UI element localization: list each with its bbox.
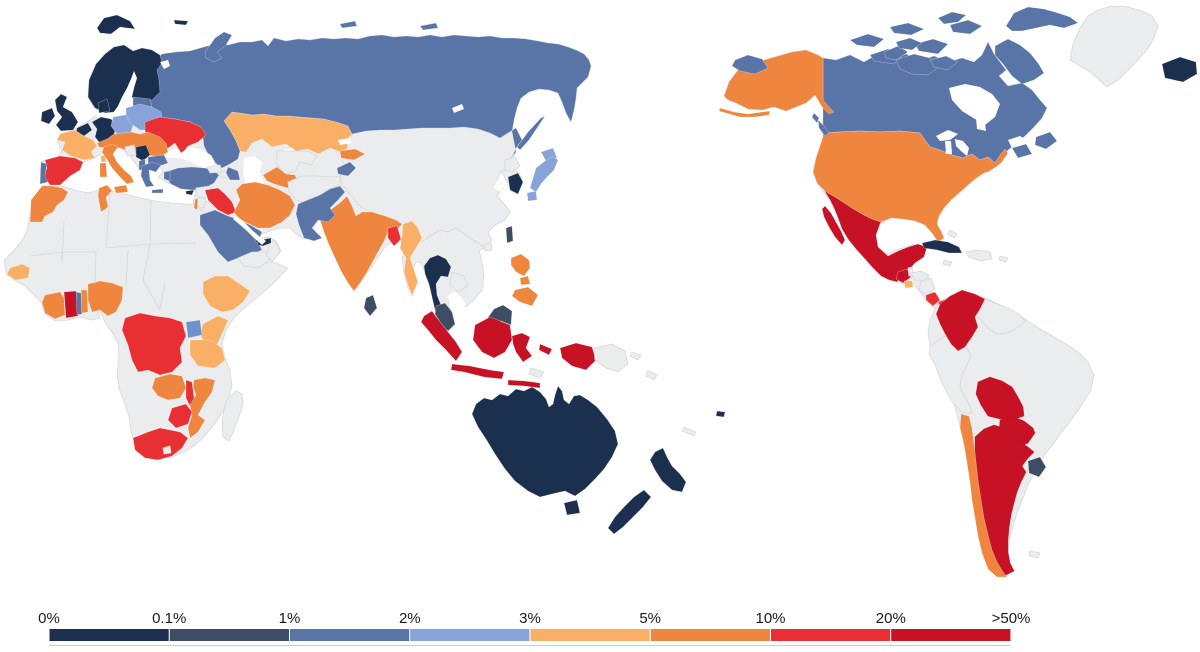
svg-text:20%: 20% bbox=[876, 610, 906, 627]
svg-text:0.1%: 0.1% bbox=[152, 610, 186, 627]
svg-text:5%: 5% bbox=[639, 610, 661, 627]
svg-text:3%: 3% bbox=[519, 610, 541, 627]
svg-text:2%: 2% bbox=[399, 610, 421, 627]
svg-text:>50%: >50% bbox=[992, 610, 1031, 627]
svg-text:1%: 1% bbox=[279, 610, 301, 627]
svg-text:0%: 0% bbox=[38, 610, 60, 627]
svg-text:10%: 10% bbox=[755, 610, 785, 627]
